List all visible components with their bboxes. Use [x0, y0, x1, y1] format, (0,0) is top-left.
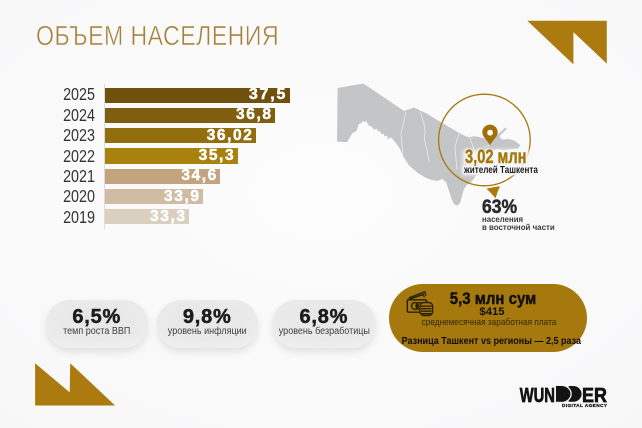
svg-text:WUN: WUN	[520, 385, 555, 407]
svg-text:DIGITAL AGENCY: DIGITAL AGENCY	[562, 403, 608, 409]
svg-text:ER: ER	[582, 385, 607, 407]
